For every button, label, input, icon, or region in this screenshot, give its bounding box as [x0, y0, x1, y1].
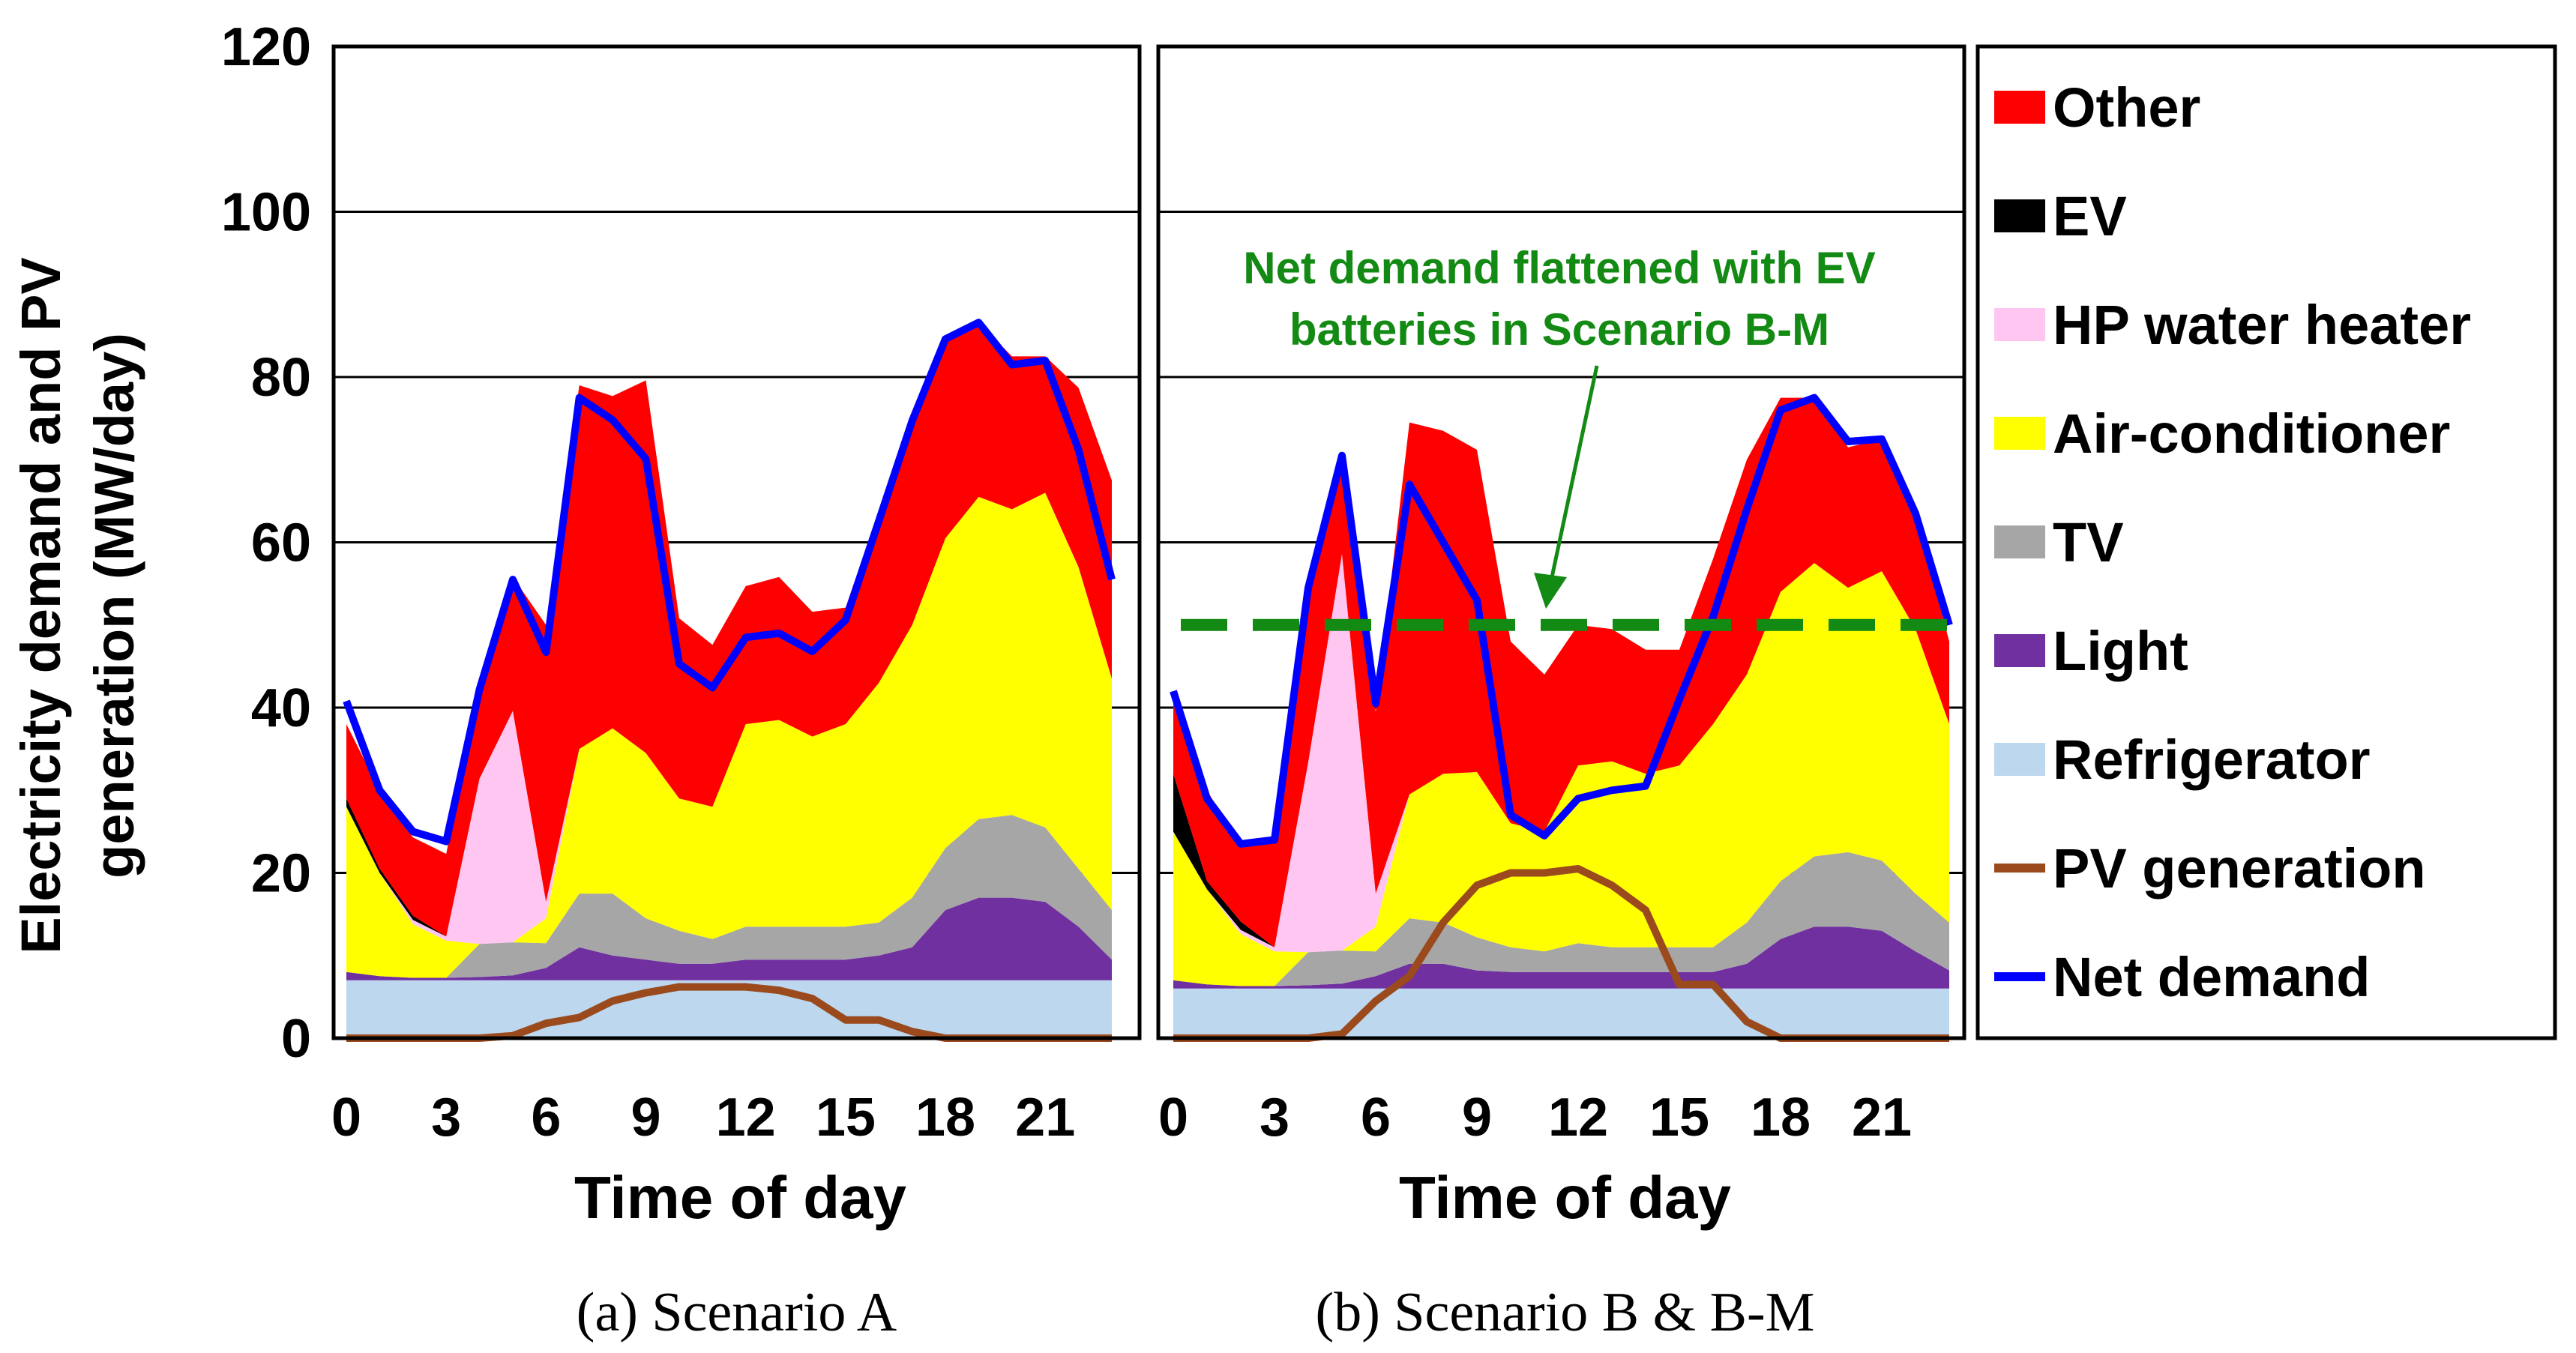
stacked-areas	[346, 322, 1112, 1038]
panel-caption: (b) Scenario B & B-M	[1316, 1282, 1815, 1343]
x-tick-label: 12	[1548, 1088, 1608, 1148]
legend-item-other: Other	[1994, 76, 2200, 139]
legend-item-pv-generation: PV generation	[1994, 837, 2426, 900]
legend-item-light: Light	[1994, 620, 2188, 682]
legend-swatch	[1994, 199, 2045, 232]
area-tv	[1173, 852, 1949, 986]
annotation-text-line-2: batteries in Scenario B-M	[1289, 304, 1829, 355]
x-tick-label: 6	[531, 1088, 561, 1148]
y-tick-label: 0	[281, 1009, 311, 1069]
y-tick-label: 60	[251, 513, 311, 573]
y-axis-label-line-2: generation (MW/day)	[83, 333, 145, 879]
legend-item-ev: EV	[1994, 185, 2127, 247]
x-tick-label: 18	[915, 1088, 975, 1148]
y-tick-label: 80	[251, 348, 311, 408]
x-tick-label: 21	[1852, 1088, 1912, 1148]
legend-item-net-demand: Net demand	[1994, 946, 2371, 1008]
area-air-conditioner	[1173, 563, 1949, 986]
x-tick-label: 12	[716, 1088, 776, 1148]
x-tick-label: 15	[816, 1088, 876, 1148]
plot-frame	[1156, 44, 1966, 1040]
area-other	[1173, 397, 1949, 947]
x-axis-label: Time of day	[1399, 1164, 1732, 1231]
annotation-arrow	[1550, 365, 1599, 578]
legend-swatch	[1994, 743, 2045, 776]
legend-item-refrigerator: Refrigerator	[1994, 729, 2371, 791]
legend-label: PV generation	[2053, 837, 2426, 900]
y-tick-labels: 0 20 40 60 80 100 120	[221, 17, 311, 1069]
area-air-conditioner	[346, 492, 1112, 978]
y-axis-label-line-1: Electricity demand and PV	[10, 257, 72, 953]
legend-label: Light	[2053, 620, 2188, 682]
legend-label: Refrigerator	[2053, 729, 2371, 791]
line-net-demand	[343, 319, 1116, 846]
line-net-demand	[1170, 394, 1953, 848]
legend-swatch	[1994, 308, 2045, 341]
x-tick-label: 0	[1158, 1088, 1188, 1148]
y-axis-label: Electricity demand and PV generation (MW…	[10, 257, 145, 953]
x-tick-label: 21	[1015, 1088, 1075, 1148]
legend-item-air-conditioner: Air-conditioner	[1994, 403, 2450, 465]
legend-label: TV	[2053, 511, 2124, 573]
x-tick-label: 15	[1649, 1088, 1709, 1148]
panel-scenario-b: Net demand flattened with EV batteries in…	[1156, 44, 1966, 1343]
area-refrigerator	[1173, 988, 1949, 1038]
annotation-text-line-1: Net demand flattened with EV	[1243, 243, 1875, 293]
y-tick-label: 120	[221, 17, 311, 77]
legend-swatch	[1994, 525, 2045, 558]
legend-frame	[1975, 44, 2557, 1040]
annotation: Net demand flattened with EV batteries in…	[1181, 243, 1957, 631]
x-tick-labels: 0 3 6 9 12 15 18 21	[331, 1088, 1075, 1148]
area-hp-water-heater	[1173, 553, 1949, 953]
legend-label: Net demand	[2053, 946, 2371, 1008]
legend-item-tv: TV	[1994, 511, 2124, 573]
area-light	[1173, 926, 1949, 989]
legend-swatch	[1994, 91, 2045, 124]
legend-label: HP water heater	[2053, 294, 2471, 356]
legend-swatch	[1994, 417, 2045, 450]
x-tick-label: 9	[1462, 1088, 1492, 1148]
x-tick-label: 3	[431, 1088, 461, 1148]
x-tick-label: 18	[1751, 1088, 1811, 1148]
y-tick-label: 20	[251, 844, 311, 904]
area-tv	[346, 815, 1112, 978]
y-tick-label: 40	[251, 678, 311, 738]
area-light	[346, 897, 1112, 980]
x-axis-label: Time of day	[574, 1164, 907, 1231]
x-tick-label: 6	[1361, 1088, 1391, 1148]
legend-label: EV	[2053, 185, 2127, 247]
x-tick-labels: 0 3 6 9 12 15 18 21	[1158, 1088, 1912, 1148]
panel-scenario-a: 0 20 40 60 80 100 120 0 3 6 9 12 15 18 21 Time of day (a…	[221, 17, 1142, 1343]
x-tick-label: 3	[1260, 1088, 1289, 1148]
x-tick-label: 0	[331, 1088, 361, 1148]
stacked-areas	[1173, 397, 1949, 1038]
legend-item-hp-water-heater: HP water heater	[1994, 294, 2471, 356]
legend-label: Other	[2053, 76, 2200, 139]
legend-label: Air-conditioner	[2053, 403, 2450, 465]
x-tick-label: 9	[631, 1088, 660, 1148]
legend-swatch	[1994, 634, 2045, 667]
legend: Other EV HP water heater Air-conditioner TV L…	[1975, 44, 2557, 1040]
panel-caption: (a) Scenario A	[577, 1282, 897, 1343]
y-tick-label: 100	[221, 183, 311, 243]
area-other	[346, 322, 1112, 937]
plot-frame	[331, 44, 1142, 1040]
annotation-arrow-head	[1534, 573, 1567, 609]
